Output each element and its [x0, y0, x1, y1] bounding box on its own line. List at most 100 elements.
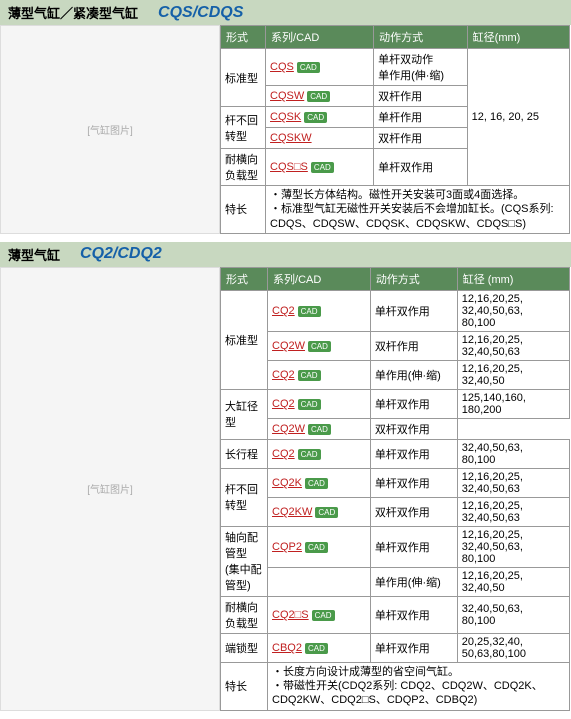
title-bar: 薄型气缸 CQ2/CDQ2: [0, 242, 571, 267]
series-link[interactable]: CQP2: [272, 541, 302, 553]
series-cell: CQP2CAD: [268, 526, 371, 567]
feature-row: 特长・薄型长方体结构。磁性开关安装可3面或4面选择。・标准型气缸无磁性开关安装后…: [221, 186, 570, 234]
table-row: CQ2WCAD双杆双作用: [221, 418, 570, 439]
series-cell: CQSKW: [266, 128, 374, 149]
product-image: [气缸图片]: [0, 267, 220, 711]
col-header: 缸径(mm): [467, 26, 569, 49]
series-link[interactable]: CQ2W: [272, 423, 305, 435]
action-cell: 单杆双作用: [370, 290, 457, 331]
table-row: 长行程CQ2CAD单杆双作用32,40,50,63,80,100: [221, 439, 570, 468]
cad-icon[interactable]: CAD: [312, 610, 335, 621]
series-link[interactable]: CQSK: [270, 111, 301, 123]
col-header: 动作方式: [370, 267, 457, 290]
cad-icon[interactable]: CAD: [298, 449, 321, 460]
content-row: [气缸图片]形式系列/CAD动作方式缸径(mm)标准型CQSCAD单杆双动作单作…: [0, 25, 571, 234]
col-header: 缸径 (mm): [457, 267, 569, 290]
cad-icon[interactable]: CAD: [297, 62, 320, 73]
table-row: 耐横向负载型CQ2□SCAD单杆双作用32,40,50,63,80,100: [221, 596, 570, 633]
series-link[interactable]: CQSKW: [270, 132, 312, 144]
series-link[interactable]: CQS: [270, 61, 294, 73]
feature-text: ・长度方向设计成薄型的省空间气缸。・带磁性开关(CDQ2系列: CDQ2、CDQ…: [268, 662, 570, 710]
cad-icon[interactable]: CAD: [304, 112, 327, 123]
action-cell: 双杆作用: [370, 331, 457, 360]
col-header: 系列/CAD: [268, 267, 371, 290]
title-bar: 薄型气缸／紧凑型气缸 CQS/CDQS: [0, 0, 571, 25]
spec-table: 形式系列/CAD动作方式缸径 (mm)标准型CQ2CAD单杆双作用12,16,2…: [220, 267, 570, 711]
title-cn: 薄型气缸: [8, 245, 60, 264]
action-cell: 单杆双作用: [370, 439, 457, 468]
series-link[interactable]: CQ2K: [272, 477, 302, 489]
series-link[interactable]: CQ2: [272, 448, 295, 460]
series-cell: CQS□SCAD: [266, 149, 374, 186]
table-row: CQ2WCAD双杆作用12,16,20,25,32,40,50,63: [221, 331, 570, 360]
series-cell: CQSKCAD: [266, 107, 374, 128]
section-1: 薄型气缸CQ2/CDQ2[气缸图片]形式系列/CAD动作方式缸径 (mm)标准型…: [0, 242, 571, 711]
form-cell: 轴向配管型(集中配管型): [221, 526, 268, 596]
section-0: 薄型气缸／紧凑型气缸CQS/CDQS[气缸图片]形式系列/CAD动作方式缸径(m…: [0, 0, 571, 234]
action-cell: 单杆双作用: [374, 149, 468, 186]
form-cell: 端锁型: [221, 633, 268, 662]
cad-icon[interactable]: CAD: [315, 507, 338, 518]
bore-cell: 12,16,20,25,32,40,50: [457, 567, 569, 596]
col-header: 系列/CAD: [266, 26, 374, 49]
action-cell: 单杆双作用: [370, 526, 457, 567]
series-cell: CQ2WCAD: [268, 418, 371, 439]
series-cell: CQ2WCAD: [268, 331, 371, 360]
product-image: [气缸图片]: [0, 25, 220, 234]
series-link[interactable]: CQ2: [272, 305, 295, 317]
table-row: CQ2KWCAD双杆双作用12,16,20,25,32,40,50,63: [221, 497, 570, 526]
bore-cell: 12,16,20,25,32,40,50: [457, 360, 569, 389]
action-cell: 双杆双作用: [370, 497, 457, 526]
spec-table: 形式系列/CAD动作方式缸径(mm)标准型CQSCAD单杆双动作单作用(伸·缩)…: [220, 25, 570, 234]
table-row: 大缸径型CQ2CAD单杆双作用125,140,160,180,200: [221, 389, 570, 418]
title-cn: 薄型气缸／紧凑型气缸: [8, 3, 138, 22]
form-cell: 标准型: [221, 290, 268, 389]
title-en: CQS/CDQS: [158, 4, 243, 22]
action-cell: 单作用(伸·缩): [370, 567, 457, 596]
action-cell: 单杆双动作单作用(伸·缩): [374, 49, 468, 86]
action-cell: 单作用(伸·缩): [370, 360, 457, 389]
series-link[interactable]: CQ2□S: [272, 609, 309, 621]
col-header: 动作方式: [374, 26, 468, 49]
cad-icon[interactable]: CAD: [298, 306, 321, 317]
cad-icon[interactable]: CAD: [298, 370, 321, 381]
action-cell: 单杆双作用: [370, 596, 457, 633]
feature-label: 特长: [221, 186, 266, 234]
bore-cell: 12, 16, 20, 25: [467, 49, 569, 186]
cad-icon[interactable]: CAD: [298, 399, 321, 410]
cad-icon[interactable]: CAD: [308, 424, 331, 435]
series-link[interactable]: CQSW: [270, 90, 304, 102]
form-cell: 耐横向负载型: [221, 596, 268, 633]
series-link[interactable]: CQ2W: [272, 340, 305, 352]
table-row: 标准型CQ2CAD单杆双作用12,16,20,25,32,40,50,63,80…: [221, 290, 570, 331]
series-link[interactable]: CBQ2: [272, 642, 302, 654]
cad-icon[interactable]: CAD: [305, 643, 328, 654]
cad-icon[interactable]: CAD: [305, 542, 328, 553]
series-link[interactable]: CQS□S: [270, 161, 308, 173]
cad-icon[interactable]: CAD: [311, 162, 334, 173]
bore-cell: 12,16,20,25,32,40,50,63: [457, 468, 569, 497]
cad-icon[interactable]: CAD: [307, 91, 330, 102]
action-cell: 双杆作用: [374, 86, 468, 107]
series-cell: CQ2KCAD: [268, 468, 371, 497]
action-cell: 单杆双作用: [370, 468, 457, 497]
form-cell: 耐横向负载型: [221, 149, 266, 186]
series-cell: CQ2KWCAD: [268, 497, 371, 526]
series-cell: CBQ2CAD: [268, 633, 371, 662]
series-link[interactable]: CQ2: [272, 398, 295, 410]
action-cell: 单杆双作用: [370, 633, 457, 662]
table-row: 端锁型CBQ2CAD单杆双作用20,25,32,40,50,63,80,100: [221, 633, 570, 662]
bore-cell: 20,25,32,40,50,63,80,100: [457, 633, 569, 662]
action-cell: 单杆双作用: [370, 389, 457, 418]
series-link[interactable]: CQ2: [272, 369, 295, 381]
table-row: 标准型CQSCAD单杆双动作单作用(伸·缩)12, 16, 20, 25: [221, 49, 570, 86]
form-cell: 杆不回转型: [221, 107, 266, 149]
cad-icon[interactable]: CAD: [308, 341, 331, 352]
form-cell: 杆不回转型: [221, 468, 268, 526]
form-cell: 长行程: [221, 439, 268, 468]
title-en: CQ2/CDQ2: [80, 245, 162, 263]
content-row: [气缸图片]形式系列/CAD动作方式缸径 (mm)标准型CQ2CAD单杆双作用1…: [0, 267, 571, 711]
table-row: 单作用(伸·缩)12,16,20,25,32,40,50: [221, 567, 570, 596]
cad-icon[interactable]: CAD: [305, 478, 328, 489]
series-link[interactable]: CQ2KW: [272, 506, 312, 518]
